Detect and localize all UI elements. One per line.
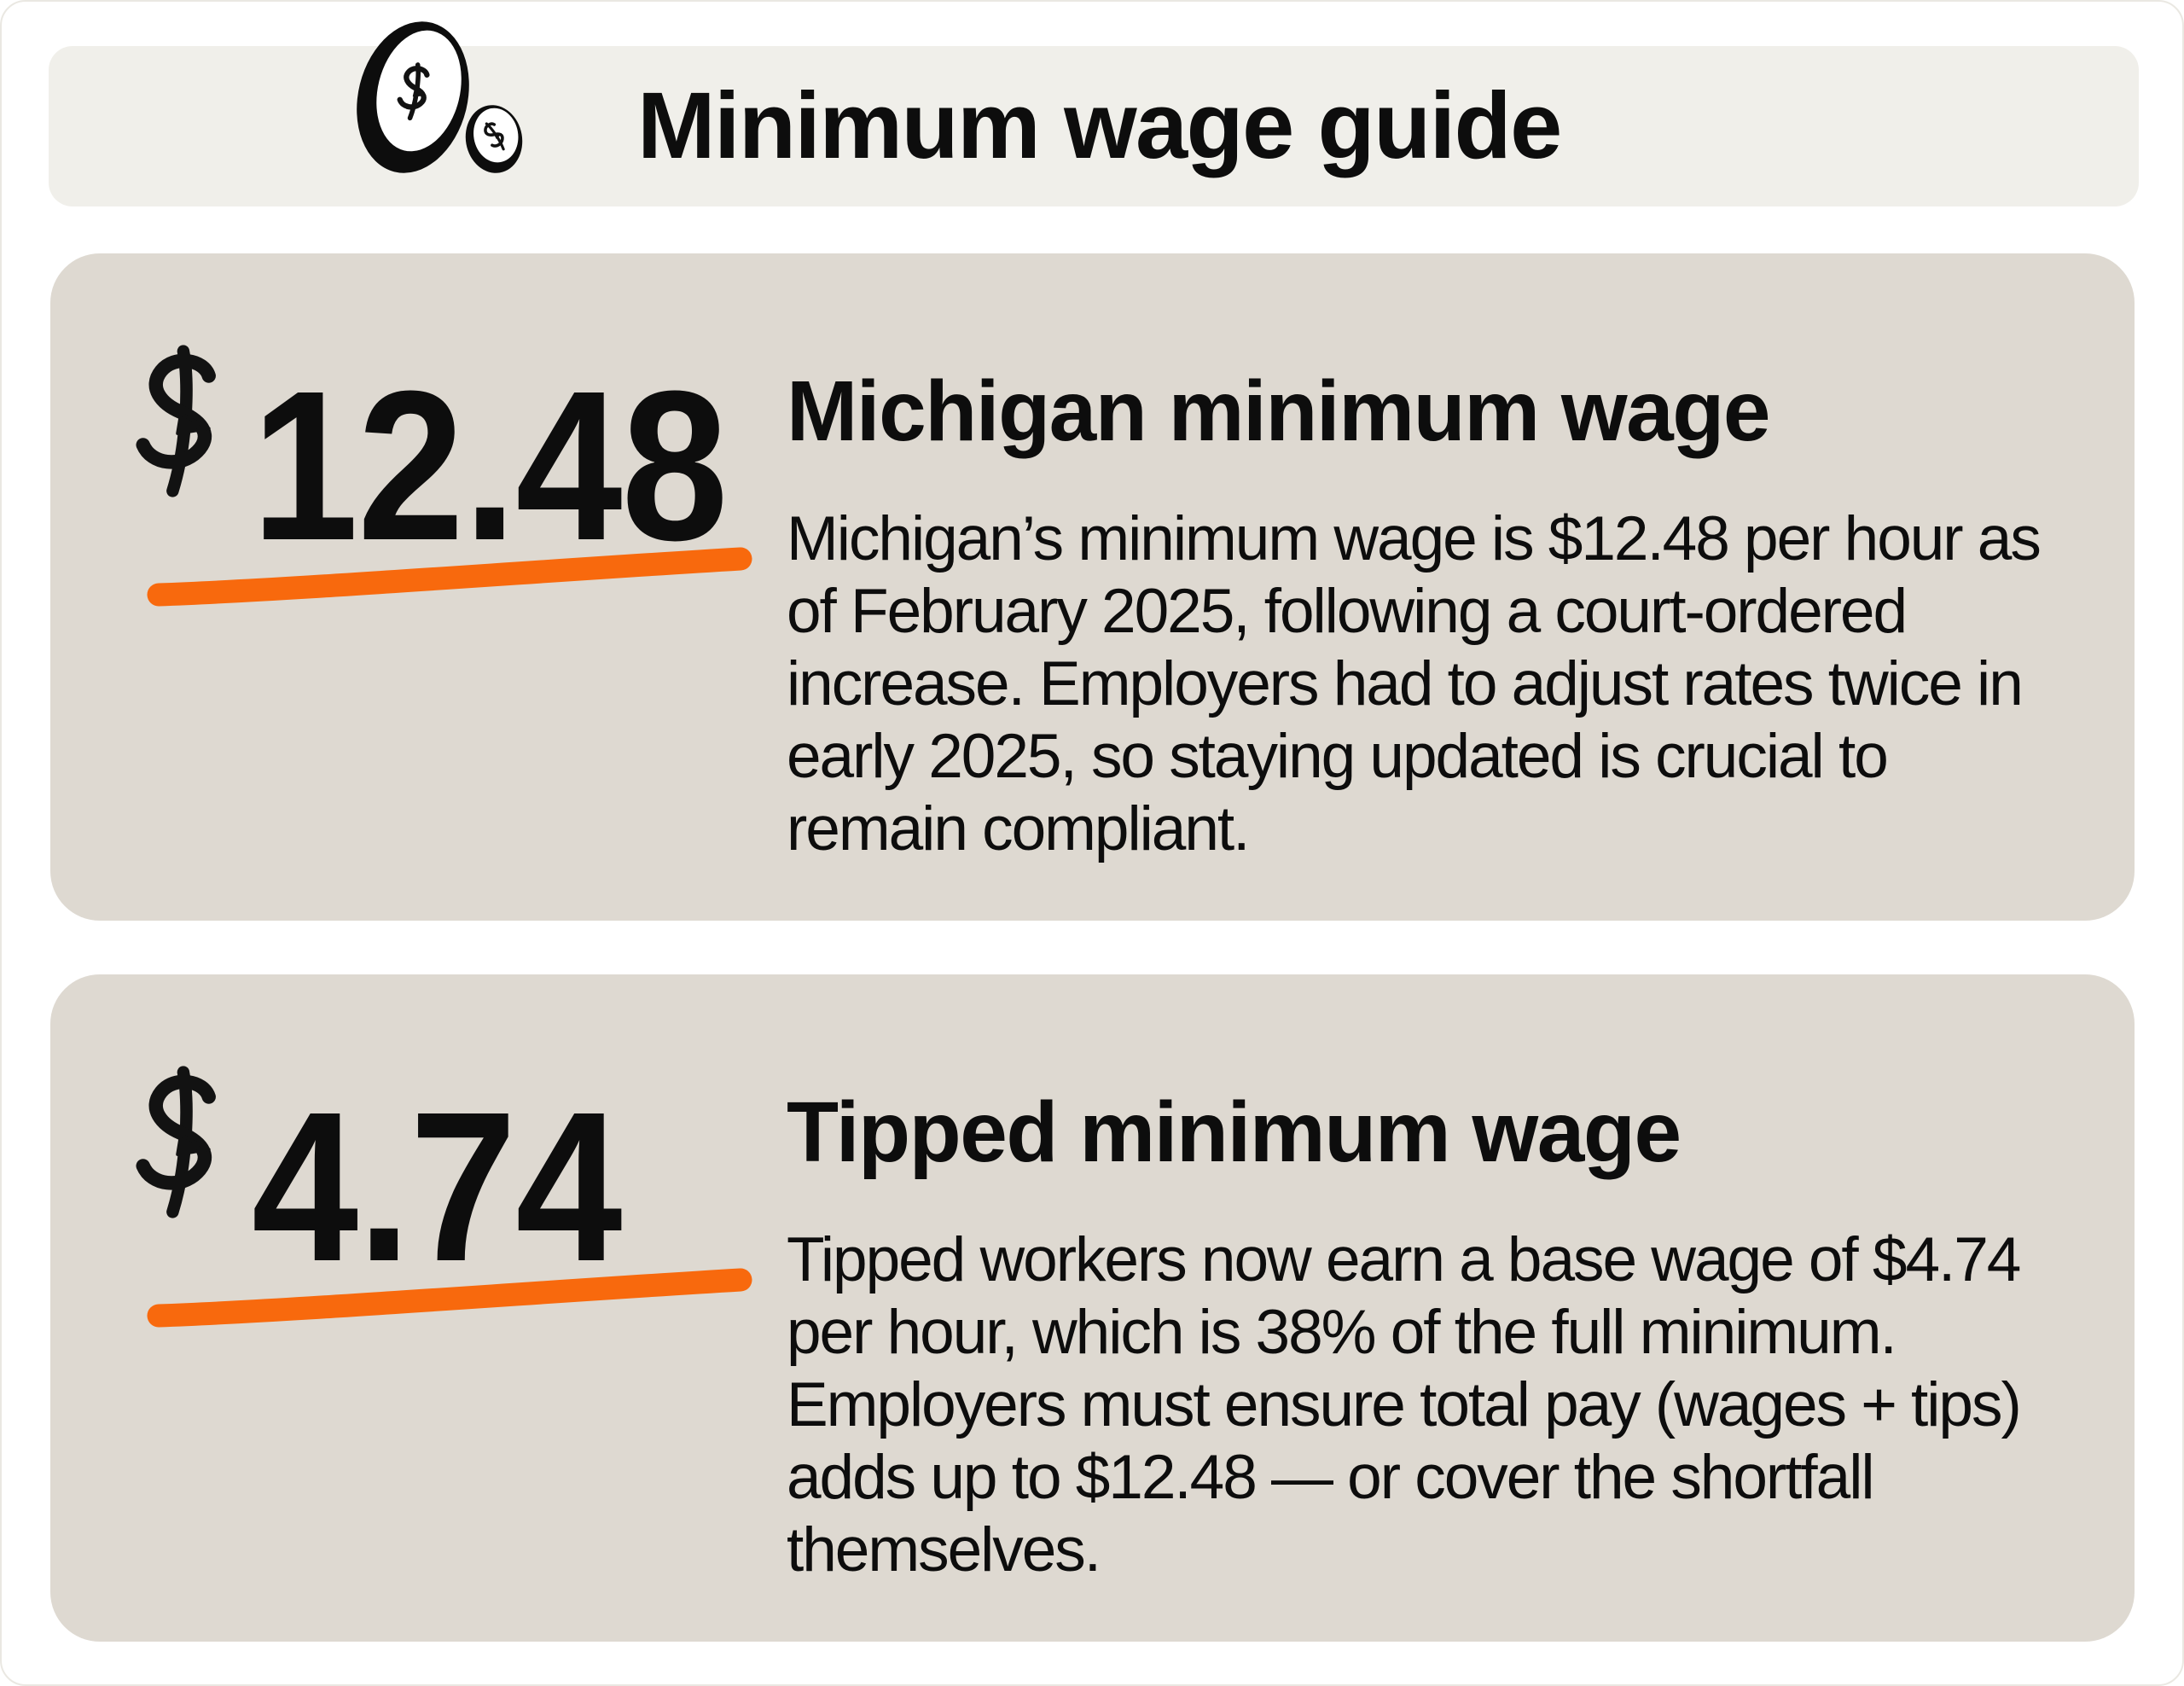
dollar-coin-large-icon (357, 21, 469, 173)
page-title: Minimum wage guide (637, 73, 1562, 178)
tipped-minimum-wage-card: 4.74 Tipped minimum wage Tipped workers … (50, 974, 2135, 1642)
orange-underline-stroke (147, 1266, 752, 1333)
dollar-coins-icon (357, 21, 523, 173)
amount-value: 12.48 (252, 346, 729, 584)
dollar-sign-icon (131, 343, 230, 499)
card-body-text: Michigan’s minimum wage is $12.48 per ho… (787, 504, 2042, 863)
dollar-sign-icon (131, 1064, 230, 1220)
card-body-text: Tipped workers now earn a base wage of $… (787, 1225, 2022, 1584)
dollar-coin-small-icon (465, 105, 523, 173)
orange-underline-stroke (147, 545, 752, 612)
amount-value: 4.74 (252, 1067, 623, 1305)
card-heading: Michigan minimum wage (787, 363, 1771, 459)
michigan-minimum-wage-card: 12.48 Michigan minimum wage Michigan’s m… (50, 253, 2135, 921)
card-heading: Tipped minimum wage (787, 1084, 1682, 1180)
